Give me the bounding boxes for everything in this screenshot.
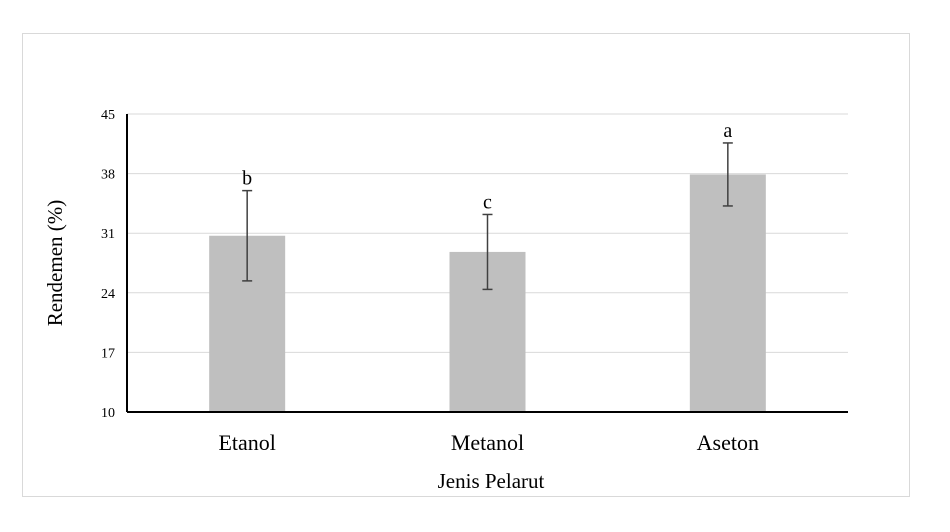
y-tick-label: 38 — [101, 168, 115, 183]
bar-aseton — [689, 174, 766, 412]
x-tick-label-aseton: Aseton — [697, 430, 759, 455]
x-axis-title: Jenis Pelarut — [438, 469, 545, 493]
y-tick-label: 24 — [101, 287, 115, 302]
x-tick-label-metanol: Metanol — [451, 430, 524, 455]
significance-label-metanol: c — [483, 191, 492, 213]
y-tick-label: 45 — [101, 108, 115, 123]
x-tick-label-etanol: Etanol — [218, 430, 275, 455]
significance-labels: b c a — [242, 120, 732, 214]
x-tick-labels: Etanol Metanol Aseton — [218, 430, 759, 455]
axes — [126, 114, 848, 413]
y-tick-label: 17 — [101, 346, 115, 361]
y-tick-labels: 10 17 24 31 38 45 — [101, 108, 115, 421]
significance-label-aseton: a — [723, 120, 732, 142]
significance-label-etanol: b — [242, 168, 252, 190]
y-axis-title: Rendemen (%) — [43, 200, 67, 327]
y-tick-label: 31 — [101, 227, 115, 242]
error-bars — [242, 142, 733, 291]
y-tick-label: 10 — [101, 406, 115, 421]
